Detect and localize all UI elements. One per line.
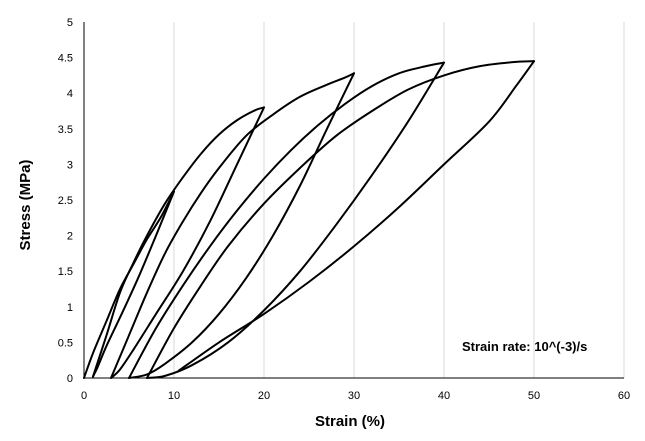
label-layer: 0 10 20 30 40 50 60 0 0.5 1 1.5 2 2.5 3 3.5 4 4.5 5 [58,17,630,402]
x-tick-label-10: 10 [168,390,180,402]
y-tick-label-1-5: 1.5 [58,266,73,278]
cycle-3-loading-curve [110,72,355,379]
x-tick-label-30: 30 [348,390,360,402]
y-tick-label-3: 3 [67,159,73,171]
curve-layer [83,60,535,379]
cycle-2-loading-curve [92,106,265,378]
x-axis-title: Strain (%) [315,413,385,430]
y-tick-label-4-5: 4.5 [58,53,73,65]
cycle-2-unloading-curve [110,106,265,379]
x-tick-label-20: 20 [258,390,270,402]
y-tick-label-2-5: 2.5 [58,195,73,207]
grid-layer [173,22,625,378]
y-tick-label-0: 0 [67,373,73,385]
x-tick-label-40: 40 [438,390,450,402]
cycle-4-unloading-curve [146,61,445,379]
y-tick-label-2: 2 [67,231,73,243]
axis-layer [83,22,624,379]
cycle-1-loading-curve [83,190,175,379]
y-tick-label-5: 5 [67,17,73,29]
cycle-1-unloading-curve [92,190,175,378]
y-tick-label-1: 1 [67,302,73,314]
y-axis-title: Stress (MPa) [17,160,34,251]
cycle-4-loading-curve [128,61,445,379]
cycle-3-unloading-curve [128,72,355,379]
cycle-5-unloading-curve [177,60,535,372]
x-tick-label-60: 60 [618,390,630,402]
x-tick-label-0: 0 [81,390,87,402]
x-tick-label-50: 50 [528,390,540,402]
strain-rate-annotation: Strain rate: 10^(-3)/s [462,339,587,354]
y-tick-label-3-5: 3.5 [58,124,73,136]
y-tick-label-4: 4 [67,88,73,100]
cycle-5-loading-curve [146,60,535,379]
y-tick-label-0-5: 0.5 [58,337,73,349]
